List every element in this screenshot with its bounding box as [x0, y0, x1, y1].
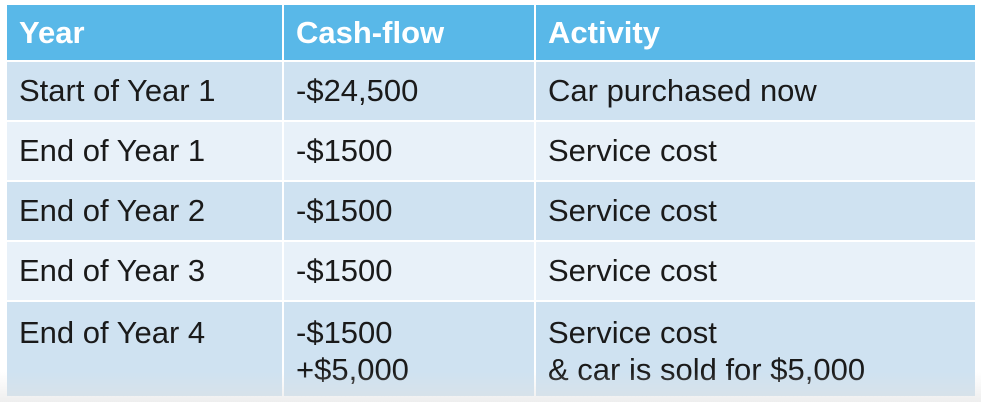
cashflow-table: Year Cash-flow Activity Start of Year 1 …: [7, 5, 975, 398]
cell-cashflow: -$24,500: [283, 61, 536, 122]
header-activity: Activity: [535, 5, 975, 62]
header-year: Year: [7, 5, 284, 62]
cell-year: End of Year 2: [7, 181, 284, 242]
table-row: End of Year 2 -$1500 Service cost: [7, 181, 975, 242]
cashflow-table-container: Year Cash-flow Activity Start of Year 1 …: [7, 5, 975, 398]
cashflow-line: -$1500: [296, 315, 393, 350]
activity-line: Car purchased now: [548, 73, 817, 108]
cashflow-line: -$1500: [296, 253, 393, 288]
cell-year: End of Year 3: [7, 241, 284, 302]
cell-year: End of Year 4: [7, 301, 284, 398]
cell-year: End of Year 1: [7, 121, 284, 182]
table-row: End of Year 4 -$1500 +$5,000 Service cos…: [7, 301, 975, 398]
cashflow-line: -$1500: [296, 193, 393, 228]
cashflow-line: +$5,000: [296, 352, 409, 387]
cell-cashflow: -$1500: [283, 241, 536, 302]
cell-cashflow: -$1500 +$5,000: [283, 301, 536, 398]
table-header-row: Year Cash-flow Activity: [7, 5, 975, 62]
activity-line: & car is sold for $5,000: [548, 352, 866, 387]
cell-activity: Service cost: [535, 121, 975, 182]
cell-cashflow: -$1500: [283, 181, 536, 242]
cell-year: Start of Year 1: [7, 61, 284, 122]
activity-line: Service cost: [548, 193, 717, 228]
cell-activity: Service cost & car is sold for $5,000: [535, 301, 975, 398]
header-cashflow: Cash-flow: [283, 5, 536, 62]
activity-line: Service cost: [548, 315, 717, 350]
table-row: End of Year 1 -$1500 Service cost: [7, 121, 975, 182]
cashflow-line: -$1500: [296, 133, 393, 168]
activity-line: Service cost: [548, 133, 717, 168]
table-row: Start of Year 1 -$24,500 Car purchased n…: [7, 61, 975, 122]
cell-activity: Service cost: [535, 181, 975, 242]
activity-line: Service cost: [548, 253, 717, 288]
cell-activity: Car purchased now: [535, 61, 975, 122]
table-row: End of Year 3 -$1500 Service cost: [7, 241, 975, 302]
cell-cashflow: -$1500: [283, 121, 536, 182]
cell-activity: Service cost: [535, 241, 975, 302]
cashflow-line: -$24,500: [296, 73, 419, 108]
